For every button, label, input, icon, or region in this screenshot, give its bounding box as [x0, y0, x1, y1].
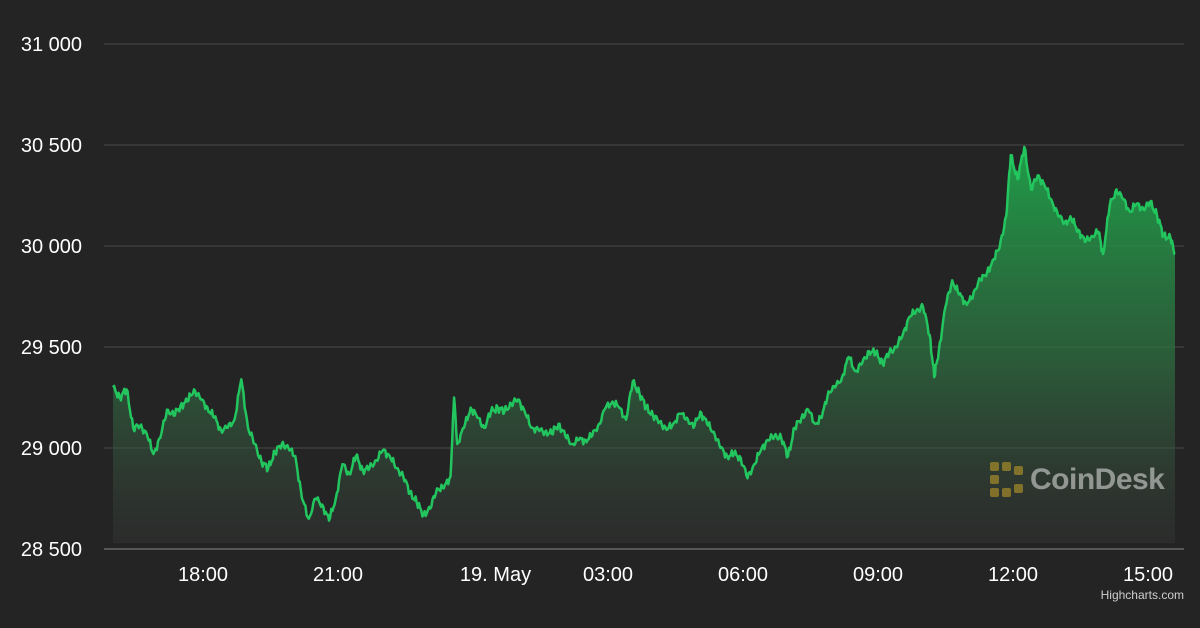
x-tick-label: 19. May [460, 564, 531, 586]
x-tick-label: 12:00 [988, 564, 1038, 586]
price-area [113, 147, 1175, 543]
x-tick-label: 06:00 [718, 564, 768, 586]
x-tick-label: 03:00 [583, 564, 633, 586]
y-tick-label: 29 000 [21, 438, 82, 460]
coindesk-watermark: CoinDesk [990, 460, 1165, 500]
y-tick-label: 30 000 [21, 236, 82, 258]
x-tick-label: 21:00 [313, 564, 363, 586]
x-tick-label: 18:00 [178, 564, 228, 586]
x-tick-label: 09:00 [853, 564, 903, 586]
x-tick-label: 15:00 [1123, 564, 1173, 586]
y-tick-label: 29 500 [21, 337, 82, 359]
y-tick-label: 30 500 [21, 135, 82, 157]
y-tick-label: 28 500 [21, 539, 82, 561]
coindesk-logo-icon [990, 462, 1024, 498]
y-tick-label: 31 000 [21, 34, 82, 56]
highcharts-credit[interactable]: Highcharts.com [1100, 588, 1184, 602]
watermark-text: CoinDesk [1030, 463, 1165, 496]
price-line [111, 145, 1176, 522]
y-axis: 31 000 30 500 30 000 29 500 29 000 28 500 [21, 34, 82, 561]
x-axis: 18:00 21:00 19. May 03:00 06:00 09:00 12:00 15:… [178, 564, 1173, 586]
